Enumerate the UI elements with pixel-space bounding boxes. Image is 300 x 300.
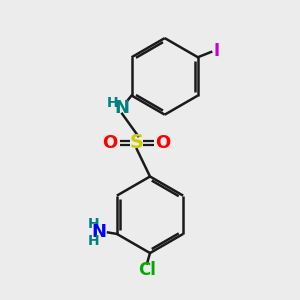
Text: H: H (88, 234, 100, 248)
Text: S: S (130, 133, 144, 152)
Text: I: I (214, 42, 220, 60)
Text: O: O (103, 134, 118, 152)
Text: Cl: Cl (138, 261, 156, 279)
Text: N: N (92, 224, 107, 242)
Text: O: O (156, 134, 171, 152)
Text: H: H (107, 96, 118, 110)
Text: H: H (88, 217, 100, 231)
Text: N: N (115, 99, 130, 117)
